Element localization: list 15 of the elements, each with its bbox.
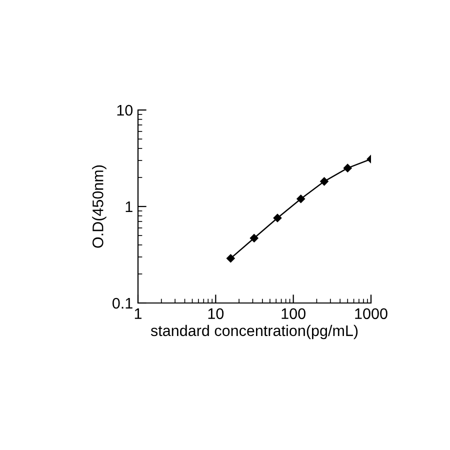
x-axis-title: standard concentration(pg/mL) xyxy=(150,324,358,340)
x-tick-label: 1000 xyxy=(355,308,388,320)
y-tick-label: 1 xyxy=(126,202,132,212)
x-tick-label: 100 xyxy=(282,308,306,320)
point xyxy=(250,234,258,242)
y-tick-label: 10 xyxy=(117,104,133,116)
y-axis-title: O.D(450nm) xyxy=(92,165,106,248)
point xyxy=(273,214,282,222)
point xyxy=(320,177,328,186)
point xyxy=(226,254,235,263)
point xyxy=(296,194,305,203)
x-tick-label: 10 xyxy=(208,308,224,320)
x-tick-label: 1 xyxy=(134,308,142,319)
point xyxy=(343,164,352,172)
y-tick-label: 0.1 xyxy=(112,298,132,309)
